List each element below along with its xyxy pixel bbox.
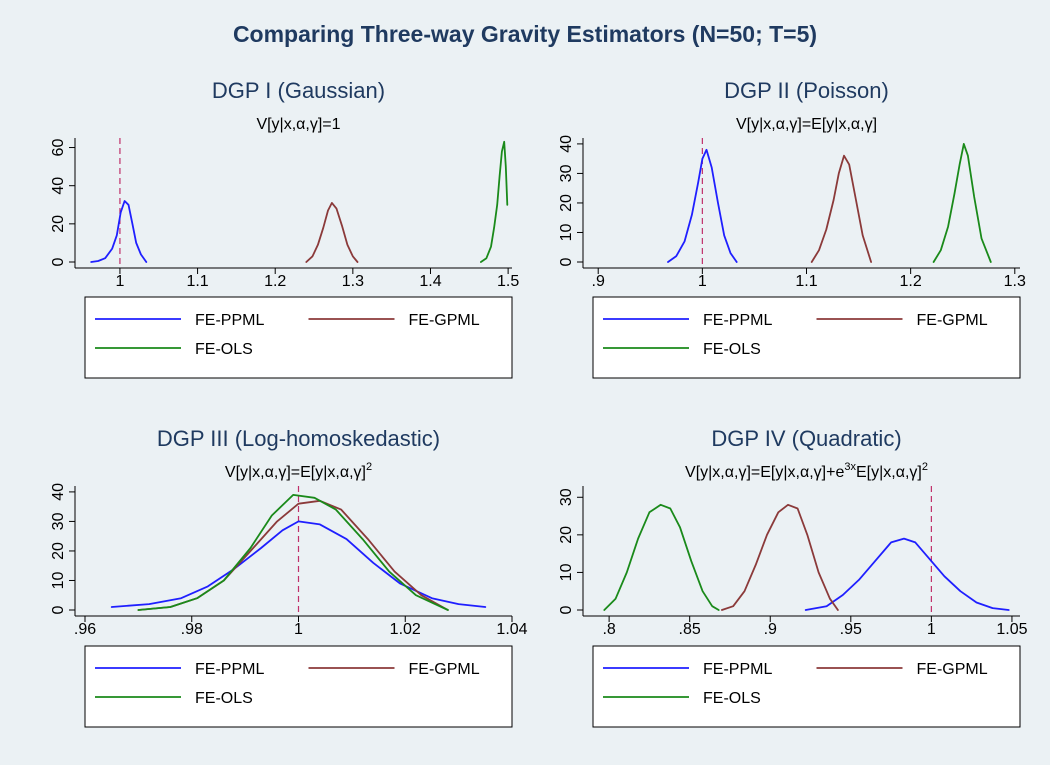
y-tick-label: 30 bbox=[558, 488, 575, 506]
legend-label: FE-PPML bbox=[703, 312, 772, 329]
y-tick-label: 20 bbox=[50, 542, 67, 560]
panel-subtitle: V[y|x,α,γ]=E[y|x,α,γ]+e3xE[y|x,α,γ]2 bbox=[685, 461, 928, 481]
legend: FE-PPML FE-GPML FE-OLS bbox=[593, 646, 1020, 727]
y-tick-label: 0 bbox=[558, 605, 575, 614]
legend: FE-PPML FE-GPML FE-OLS bbox=[85, 297, 512, 378]
y-tick-label: 0 bbox=[558, 257, 575, 266]
subtitle-superscript: 3x bbox=[844, 461, 856, 473]
subtitle-base: V[y|x,α,γ]=E[y|x,α,γ] bbox=[225, 464, 366, 481]
x-tick-label: 1.04 bbox=[496, 621, 527, 638]
y-tick-label: 10 bbox=[558, 563, 575, 581]
x-tick-label: .96 bbox=[74, 621, 96, 638]
x-tick-label: .85 bbox=[679, 621, 701, 638]
legend-label: FE-PPML bbox=[703, 661, 772, 678]
x-tick-label: 1.3 bbox=[1004, 273, 1026, 290]
x-tick-label: 1.1 bbox=[186, 273, 208, 290]
y-tick-label: 10 bbox=[50, 571, 67, 589]
x-tick-label: .95 bbox=[840, 621, 862, 638]
legend: FE-PPML FE-GPML FE-OLS bbox=[85, 646, 512, 727]
x-tick-label: .8 bbox=[602, 621, 615, 638]
y-tick-label: 40 bbox=[50, 483, 67, 501]
x-tick-label: .9 bbox=[764, 621, 777, 638]
y-tick-label: 40 bbox=[558, 135, 575, 153]
x-tick-label: 1.3 bbox=[342, 273, 364, 290]
y-tick-label: 20 bbox=[558, 194, 575, 212]
y-tick-label: 0 bbox=[50, 257, 67, 266]
y-tick-label: 60 bbox=[50, 139, 67, 157]
x-tick-label: 1.2 bbox=[264, 273, 286, 290]
x-tick-label: 1 bbox=[698, 273, 707, 290]
legend-label: FE-GPML bbox=[409, 661, 480, 678]
legend-label: FE-GPML bbox=[917, 312, 988, 329]
panel-title: DGP I (Gaussian) bbox=[212, 78, 385, 103]
subtitle-superscript: 2 bbox=[366, 461, 372, 473]
x-tick-label: .98 bbox=[181, 621, 203, 638]
legend-label: FE-GPML bbox=[409, 312, 480, 329]
x-tick-label: 1.2 bbox=[900, 273, 922, 290]
panel-subtitle: V[y|x,α,γ]=1 bbox=[256, 116, 340, 133]
legend-box bbox=[85, 297, 512, 378]
x-tick-label: 1 bbox=[927, 621, 936, 638]
x-tick-label: 1.02 bbox=[390, 621, 421, 638]
panel-title: DGP III (Log-homoskedastic) bbox=[157, 426, 440, 451]
subtitle-part: E[y|x,α,γ] bbox=[856, 464, 922, 481]
x-tick-label: 1.4 bbox=[419, 273, 441, 290]
legend-label: FE-OLS bbox=[195, 341, 253, 358]
y-tick-label: 20 bbox=[558, 526, 575, 544]
y-tick-label: 30 bbox=[50, 512, 67, 530]
legend-label: FE-GPML bbox=[917, 661, 988, 678]
x-tick-label: 1.05 bbox=[996, 621, 1027, 638]
y-tick-label: 20 bbox=[50, 215, 67, 233]
subtitle-part: V[y|x,α,γ]=E[y|x,α,γ]+e bbox=[685, 464, 844, 481]
legend-box bbox=[85, 646, 512, 727]
y-tick-label: 0 bbox=[50, 605, 67, 614]
plot-area bbox=[593, 486, 1020, 610]
legend-label: FE-PPML bbox=[195, 312, 264, 329]
y-tick-label: 10 bbox=[558, 223, 575, 241]
legend-label: FE-OLS bbox=[703, 341, 761, 358]
y-tick-label: 30 bbox=[558, 164, 575, 182]
x-tick-label: 1.5 bbox=[497, 273, 519, 290]
panel-title: DGP IV (Quadratic) bbox=[711, 426, 901, 451]
x-tick-label: 1 bbox=[115, 273, 124, 290]
panel-title: DGP II (Poisson) bbox=[724, 78, 889, 103]
legend-label: FE-OLS bbox=[195, 690, 253, 707]
x-tick-label: .9 bbox=[592, 273, 605, 290]
legend: FE-PPML FE-GPML FE-OLS bbox=[593, 297, 1020, 378]
plot-area bbox=[593, 138, 1020, 262]
plot-area bbox=[85, 138, 512, 262]
figure-title: Comparing Three-way Gravity Estimators (… bbox=[233, 21, 817, 47]
legend-label: FE-OLS bbox=[703, 690, 761, 707]
panel-subtitle: V[y|x,α,γ]=E[y|x,α,γ]2 bbox=[225, 461, 372, 481]
panel-subtitle: V[y|x,α,γ]=E[y|x,α,γ] bbox=[736, 116, 877, 133]
y-tick-label: 40 bbox=[50, 177, 67, 195]
subtitle-superscript: 2 bbox=[922, 461, 928, 473]
x-tick-label: 1 bbox=[294, 621, 303, 638]
legend-box bbox=[593, 646, 1020, 727]
legend-label: FE-PPML bbox=[195, 661, 264, 678]
legend-box bbox=[593, 297, 1020, 378]
x-tick-label: 1.1 bbox=[795, 273, 817, 290]
